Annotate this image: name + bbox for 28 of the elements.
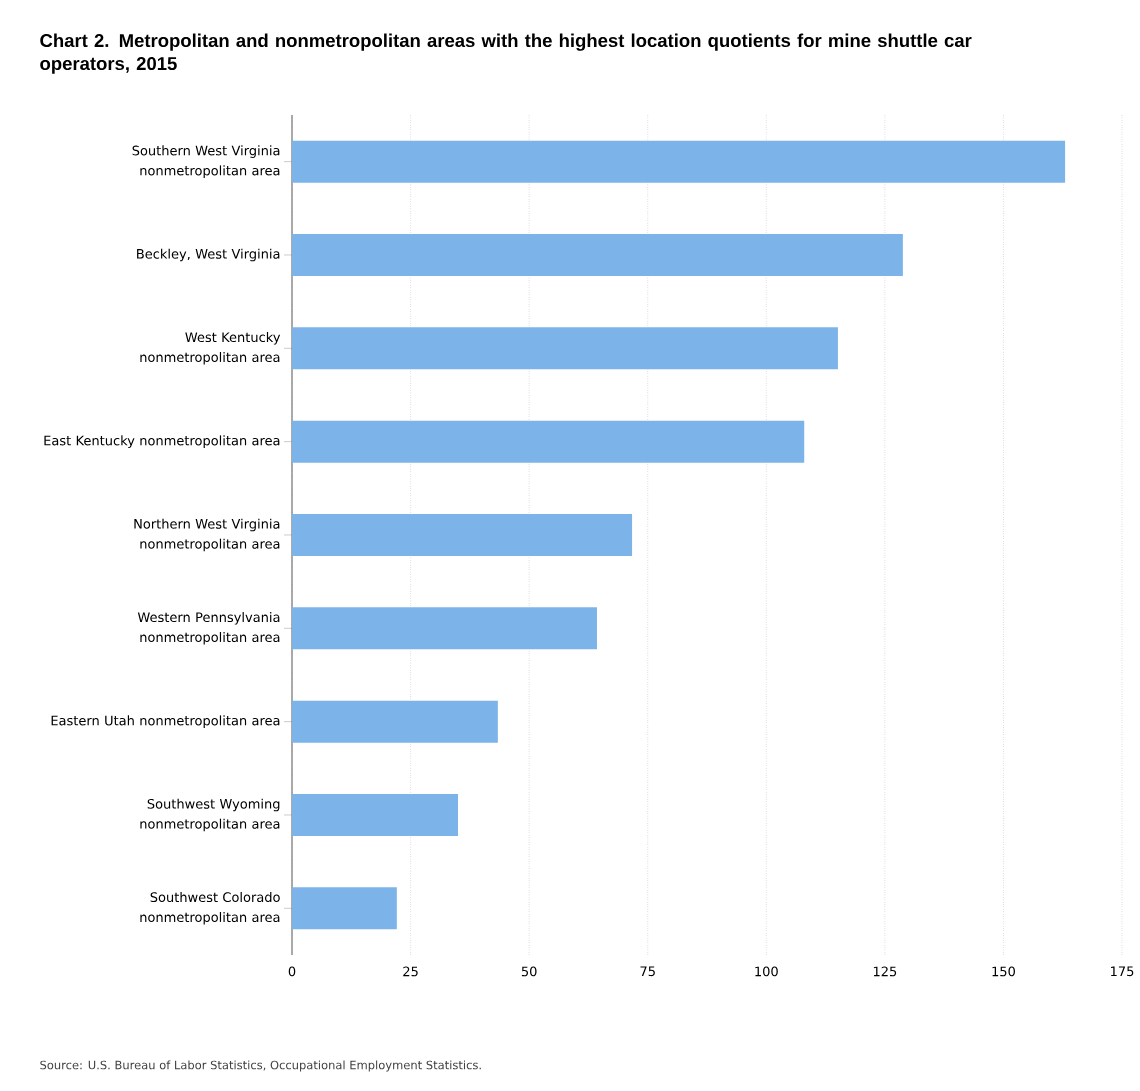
bar [292,420,805,463]
bar [292,700,498,743]
y-tick-label: Eastern Utah nonmetropolitan area [51,715,280,728]
x-tick-label: 50 [521,966,537,977]
x-tick-label: 150 [992,966,1015,977]
x-tick-label: 75 [640,966,655,977]
y-tick-label: Southwest Colorado nonmetropolitan area [140,892,280,925]
x-tick-label: 0 [288,966,296,977]
x-tick-label: 100 [755,966,778,977]
y-tick-label: West Kentucky nonmetropolitan area [140,332,281,365]
x-tick-label: 125 [873,966,897,977]
bar [292,793,459,836]
chart-title: Chart 2. Metropolitan and nonmetropolitan areas with the highest location quotients for mine shuttle car operators, 2015 [40,33,972,74]
y-tick-label: Northern West Virginia nonmetropolitan area [134,518,280,552]
bar [292,327,838,370]
y-tick-label: Southern West Virginia nonmetropolitan area [132,145,280,178]
source-note: Source: U.S. Bureau of Labor Statistics, Occupational Employment Statistics. [40,1060,481,1072]
y-tick-label: Southwest Wyoming nonmetropolitan area [140,798,280,832]
y-tick-label: Western Pennsylvania nonmetropolitan area [137,612,280,645]
bar [292,233,903,276]
bar [292,607,597,650]
x-tick-label: 175 [1111,966,1134,977]
y-tick-label: Beckley, West Virginia [137,248,280,262]
y-tick-label: East Kentucky nonmetropolitan area [44,435,280,448]
bar [292,887,397,930]
bar [292,140,1066,183]
x-tick-label: 25 [403,966,418,977]
bar [292,513,633,556]
